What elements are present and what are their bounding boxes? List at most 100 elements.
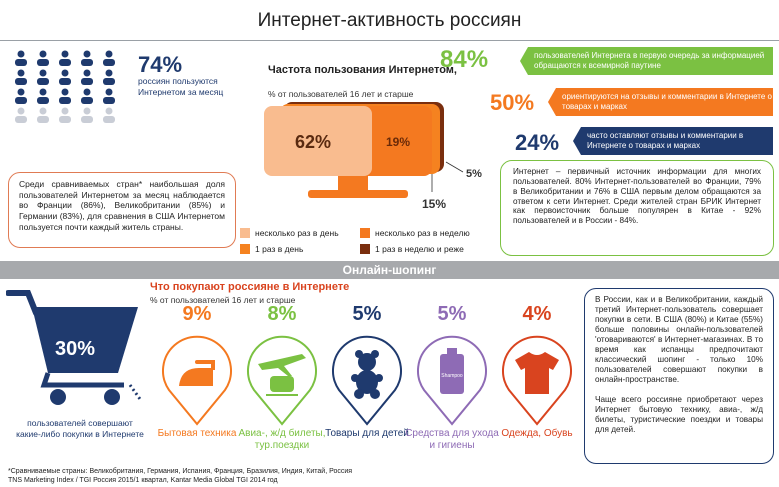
monthly-users-text: россиян пользуются Интернетом за месяц — [138, 76, 224, 97]
person-icon — [39, 69, 47, 77]
person-icon — [59, 116, 71, 123]
shopping-info-paragraph-1: В России, как и в Великобритании, каждый… — [595, 295, 763, 384]
stat-50-text: ориентируются на отзывы и комментарии в … — [548, 88, 773, 116]
slice-label-19: 19% — [386, 135, 410, 149]
category-pin — [247, 335, 317, 426]
person-icon — [83, 50, 91, 58]
legend-item: несколько раз в неделю — [360, 228, 470, 238]
legend-swatch — [360, 244, 370, 254]
compare-box: Среди сравниваемых стран* наибольшая дол… — [8, 172, 236, 248]
person-icon — [15, 78, 27, 85]
frequency-legend: несколько раз в день несколько раз в нед… — [240, 228, 510, 258]
slice-62 — [264, 106, 372, 176]
person-icon — [61, 50, 69, 58]
person-icon — [83, 69, 91, 77]
person-icon — [81, 97, 93, 104]
person-icon — [59, 78, 71, 85]
person-icon — [17, 88, 25, 96]
person-icon — [61, 107, 69, 115]
buy-title: Что покупают россияне в Интернете — [150, 281, 350, 293]
person-icon — [15, 59, 27, 66]
person-icon — [103, 78, 115, 85]
people-icon — [15, 50, 115, 123]
person-icon — [105, 88, 113, 96]
person-icon — [61, 88, 69, 96]
category-kids: 5% Товары для детей — [325, 303, 409, 439]
person-icon — [39, 88, 47, 96]
train-plane-icon — [258, 354, 306, 396]
section-band: Онлайн-шопинг — [0, 261, 779, 279]
slice-label-15: 15% — [422, 197, 447, 211]
stat-84-value: 84% — [440, 46, 489, 73]
person-icon — [61, 69, 69, 77]
legend-swatch — [240, 228, 250, 238]
person-icon — [83, 107, 91, 115]
cart-text: пользователей совершают какие-либо покуп… — [16, 418, 144, 439]
shopping-info-box: В России, как и в Великобритании, каждый… — [584, 288, 774, 464]
teddy-bear-icon — [351, 350, 383, 399]
category-clothes: 4% Одежда, Обувь — [495, 300, 579, 470]
person-icon — [39, 50, 47, 58]
person-icon — [37, 59, 49, 66]
legend-swatch — [360, 228, 370, 238]
frequency-title: Частота пользования Интернетом, — [268, 64, 457, 76]
person-icon — [15, 97, 27, 104]
person-icon — [81, 78, 93, 85]
legend-item: 1 раз в день — [240, 244, 303, 254]
category-pin — [502, 335, 572, 426]
cart-value: 30% — [55, 338, 96, 360]
category-pin — [332, 335, 402, 426]
category-travel: 8% Авиа-, ж/д билеты, тур.поездки — [238, 303, 326, 451]
tshirt-icon — [515, 352, 559, 394]
iron-icon — [179, 360, 215, 386]
stat-50-value: 50% — [490, 90, 535, 115]
person-icon — [105, 69, 113, 77]
person-icon — [15, 116, 27, 123]
title-divider — [0, 40, 779, 41]
legend-item: 1 раз в неделю и реже — [360, 244, 464, 254]
svg-text:Shampoo: Shampoo — [441, 373, 463, 379]
monitor-neck — [338, 176, 368, 190]
person-icon — [103, 59, 115, 66]
category-hygiene: 5% Shampoo Средства для ухода и гигиены — [405, 303, 499, 451]
category-pin: Shampoo — [417, 335, 487, 426]
category-pin — [162, 335, 232, 426]
person-icon — [81, 116, 93, 123]
stat-24-text: часто оставляют отзывы и комментарии в И… — [573, 127, 773, 155]
frequency-subtitle: % от пользователей 16 лет и старше — [268, 89, 414, 99]
monthly-users-value: 74% — [138, 52, 183, 77]
person-icon — [17, 69, 25, 77]
person-icon — [103, 116, 115, 123]
person-icon — [83, 88, 91, 96]
footnote-source: TNS Marketing Index / TGI Россия 2015/1 … — [8, 477, 278, 485]
page-title: Интернет-активность россиян — [257, 10, 522, 31]
legend-swatch — [240, 244, 250, 254]
shopping-info-paragraph-2: Чаще всего россияне приобретают через Ин… — [595, 395, 763, 434]
person-icon — [105, 107, 113, 115]
person-icon — [37, 116, 49, 123]
buy-subtitle: % от пользователей 16 лет и старше — [150, 295, 296, 305]
stat-24-value: 24% — [515, 130, 560, 155]
person-icon — [59, 59, 71, 66]
person-icon — [37, 78, 49, 85]
person-icon — [103, 97, 115, 104]
slice-label-5: 5% — [466, 168, 482, 180]
shampoo-icon: Shampoo — [440, 348, 464, 394]
category-appliances: 9% Бытовая техника — [157, 303, 237, 439]
monitor-chart: 62% 19% — [264, 102, 464, 198]
person-icon — [37, 97, 49, 104]
slice-label-62: 62% — [295, 132, 331, 152]
person-icon — [105, 50, 113, 58]
info-box: Интернет – первичный источник информации… — [500, 160, 774, 256]
shopping-cart-icon — [6, 290, 142, 405]
footnote-countries: *Сравниваемые страны: Великобритания, Ге… — [8, 468, 353, 475]
legend-item: несколько раз в день — [240, 228, 339, 238]
person-icon — [17, 50, 25, 58]
person-icon — [81, 59, 93, 66]
person-icon — [59, 97, 71, 104]
stat-84-text: пользователей Интернета в первую очередь… — [520, 47, 773, 75]
person-icon — [39, 107, 47, 115]
monitor-base — [308, 190, 408, 198]
footnote: *Сравниваемые страны: Великобритания, Ге… — [8, 467, 568, 485]
person-icon — [17, 107, 25, 115]
